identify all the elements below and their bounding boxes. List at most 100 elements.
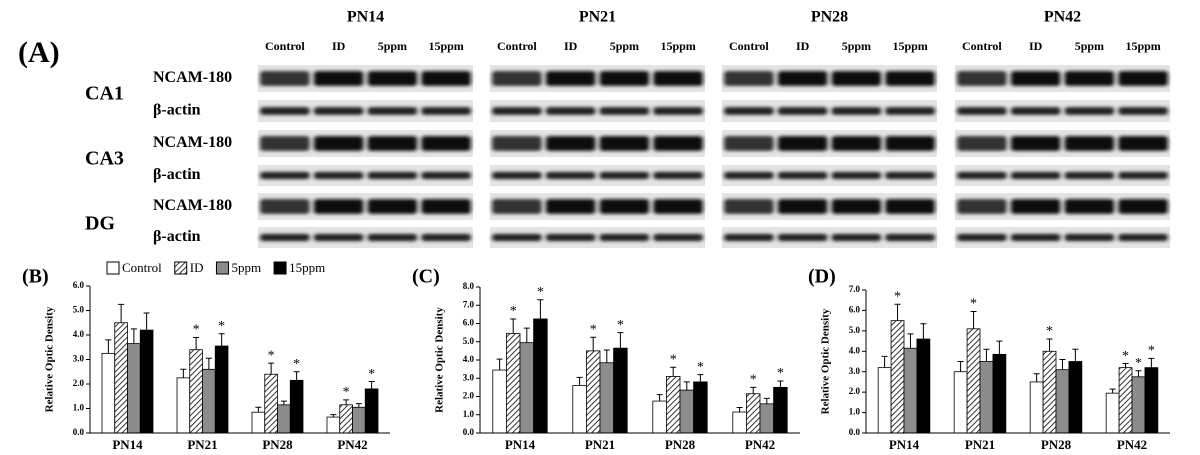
blot-band — [777, 199, 828, 214]
error-bar — [983, 348, 990, 362]
blot-band — [492, 107, 542, 115]
bar — [1131, 376, 1146, 434]
blot-band — [1064, 136, 1115, 151]
bar — [979, 361, 994, 434]
error-bar — [1148, 357, 1155, 368]
blot-band — [367, 199, 418, 214]
timepoint-title: PN28 — [811, 9, 848, 26]
legend-swatch — [215, 261, 229, 275]
legend-label: ID — [190, 260, 204, 275]
legend-label: 15ppm — [289, 260, 325, 275]
bar — [251, 411, 266, 434]
blot-band — [724, 107, 774, 115]
significance-mark: * — [617, 318, 624, 333]
error-bar — [996, 340, 1003, 355]
blot-band — [421, 199, 471, 214]
blot-band — [957, 71, 1007, 86]
x-tick-label: PN14 — [112, 437, 143, 452]
blot-band — [492, 171, 542, 180]
blot-band — [777, 171, 828, 180]
error-bar — [576, 376, 583, 386]
error-bar — [656, 394, 663, 402]
y-tick-label: 1.0 — [463, 409, 475, 419]
timepoint-title: PN42 — [1044, 9, 1081, 26]
blot-background — [258, 100, 473, 122]
error-bar — [218, 333, 225, 347]
blot-band — [831, 233, 882, 242]
blot-band — [313, 171, 364, 180]
bar — [992, 353, 1007, 434]
blot-band — [421, 71, 471, 86]
error-bar — [343, 399, 350, 405]
significance-mark: * — [537, 285, 544, 300]
significance-mark: * — [218, 319, 225, 334]
blot-band — [1118, 107, 1168, 115]
y-tick-label: 4.0 — [463, 354, 475, 364]
y-tick-label: 1.0 — [849, 407, 861, 417]
timepoint-title: PN14 — [347, 9, 384, 26]
blot-band — [1064, 199, 1115, 214]
blot-band — [1010, 171, 1061, 180]
blot-background — [955, 227, 1170, 248]
bar — [139, 329, 154, 434]
blot-background — [722, 100, 937, 122]
bar — [1118, 367, 1133, 434]
bar — [773, 386, 788, 434]
x-tick-label: PN14 — [889, 437, 920, 452]
blot-band — [599, 71, 650, 86]
blot-band — [1010, 136, 1061, 151]
lane-label: 5ppm — [842, 39, 871, 53]
blot-band — [545, 233, 596, 242]
bar — [101, 352, 116, 434]
error-bar — [523, 327, 530, 343]
blot-band — [545, 171, 596, 180]
lane-label: 15ppm — [660, 39, 695, 53]
significance-mark: * — [590, 322, 597, 337]
lane-label: ID — [564, 39, 578, 53]
blot-band — [724, 136, 774, 151]
bar — [572, 385, 587, 434]
significance-mark: * — [1148, 344, 1155, 359]
bar — [326, 416, 341, 434]
row-label: β-actin — [153, 102, 201, 119]
blot-band — [1118, 136, 1168, 151]
x-tick-label: PN14 — [505, 437, 536, 452]
legend-swatch — [174, 261, 188, 275]
blot-band — [313, 107, 364, 115]
y-tick-label: 2.0 — [849, 386, 861, 396]
bar — [339, 404, 353, 434]
blot-band — [724, 199, 774, 214]
error-bar — [105, 339, 112, 354]
blot-band — [599, 171, 650, 180]
blot-band — [653, 71, 703, 86]
y-tick-label: 6.0 — [849, 304, 861, 314]
significance-mark: * — [894, 290, 901, 305]
blot-band — [367, 171, 418, 180]
bar — [693, 381, 708, 434]
y-tick-label: 6.0 — [73, 280, 85, 290]
blot-band — [260, 107, 310, 115]
bar — [759, 403, 775, 434]
legend-swatch — [273, 261, 287, 275]
error-bar — [293, 371, 300, 381]
blot-band — [545, 107, 596, 115]
y-tick-label: 3.0 — [73, 354, 85, 364]
blot-band — [260, 171, 310, 180]
bar — [1105, 392, 1120, 434]
error-bar — [1122, 363, 1129, 368]
bar — [289, 379, 304, 434]
bar — [586, 350, 601, 434]
blot-band — [599, 107, 650, 115]
error-bar — [881, 355, 888, 368]
blot-band — [831, 136, 882, 151]
bar — [953, 371, 968, 434]
blot-band — [777, 107, 828, 115]
x-tick-label: PN42 — [1117, 437, 1147, 452]
blot-band — [957, 233, 1007, 242]
bar — [176, 377, 191, 434]
blot-band — [1010, 199, 1061, 214]
lane-label: ID — [796, 39, 810, 53]
bar — [916, 338, 931, 434]
lane-label: Control — [497, 39, 537, 53]
blot-band — [1010, 71, 1061, 86]
